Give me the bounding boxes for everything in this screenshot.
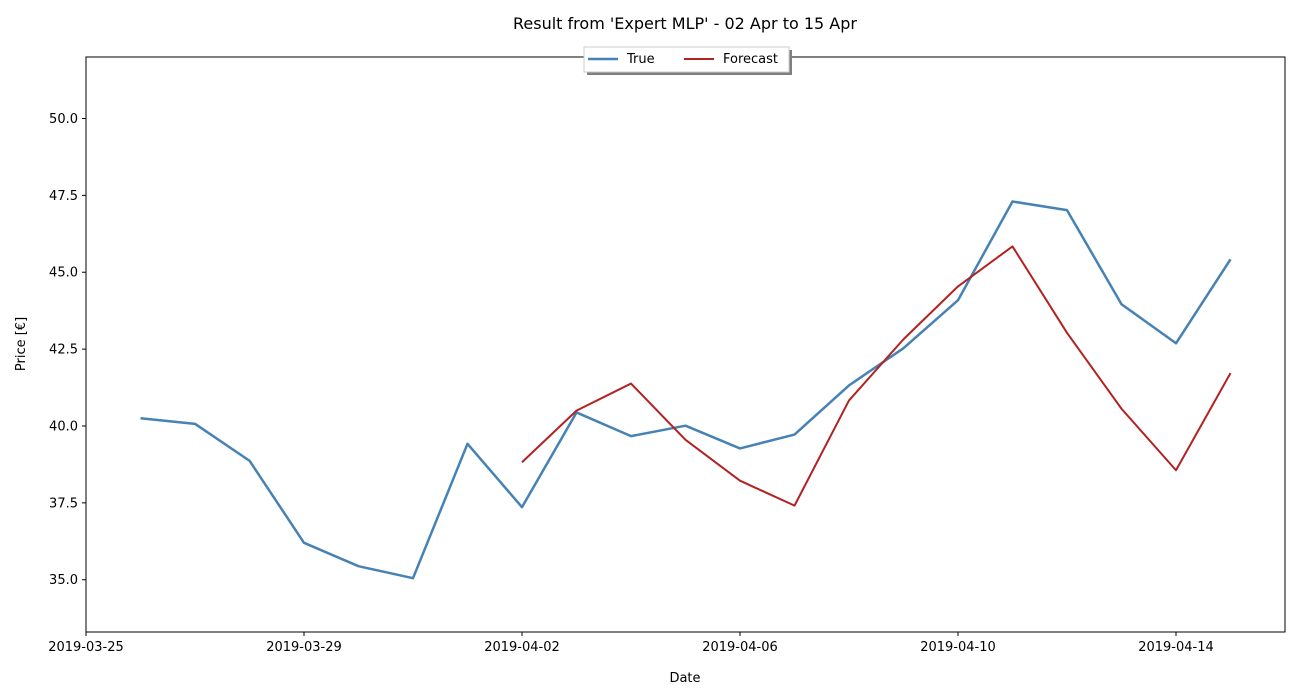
series-line-true bbox=[140, 200, 1232, 580]
plot-area bbox=[85, 56, 1286, 633]
legend: True Forecast bbox=[583, 46, 792, 75]
y-tick-label: 50.0 bbox=[49, 112, 78, 127]
y-tick-label: 42.5 bbox=[49, 343, 78, 358]
x-tick-label: 2019-04-06 bbox=[702, 640, 778, 655]
x-axis: 2019-03-25 2019-03-29 2019-04-02 2019-04-06… bbox=[48, 632, 1214, 655]
y-tick-label: 35.0 bbox=[49, 573, 78, 588]
y-tick-label: 47.5 bbox=[49, 189, 78, 204]
y-tick-label: 37.5 bbox=[49, 496, 78, 511]
legend-label-true: True bbox=[626, 52, 655, 67]
series-line-forecast bbox=[521, 245, 1232, 507]
y-tick-label: 45.0 bbox=[49, 266, 78, 281]
chart-title: Result from 'Expert MLP' - 02 Apr to 15 … bbox=[513, 14, 857, 33]
y-axis: 35.0 37.5 40.0 42.5 45.0 47.5 50.0 bbox=[49, 112, 86, 588]
x-tick-label: 2019-03-29 bbox=[266, 640, 342, 655]
x-tick-label: 2019-04-10 bbox=[920, 640, 996, 655]
x-tick-label: 2019-04-14 bbox=[1138, 640, 1214, 655]
y-tick-label: 40.0 bbox=[49, 419, 78, 434]
series-layer bbox=[140, 200, 1232, 580]
y-axis-label: Price [€] bbox=[14, 317, 29, 371]
legend-label-forecast: Forecast bbox=[723, 52, 778, 67]
x-tick-label: 2019-03-25 bbox=[48, 640, 124, 655]
x-axis-label: Date bbox=[669, 671, 700, 686]
x-tick-label: 2019-04-02 bbox=[484, 640, 560, 655]
